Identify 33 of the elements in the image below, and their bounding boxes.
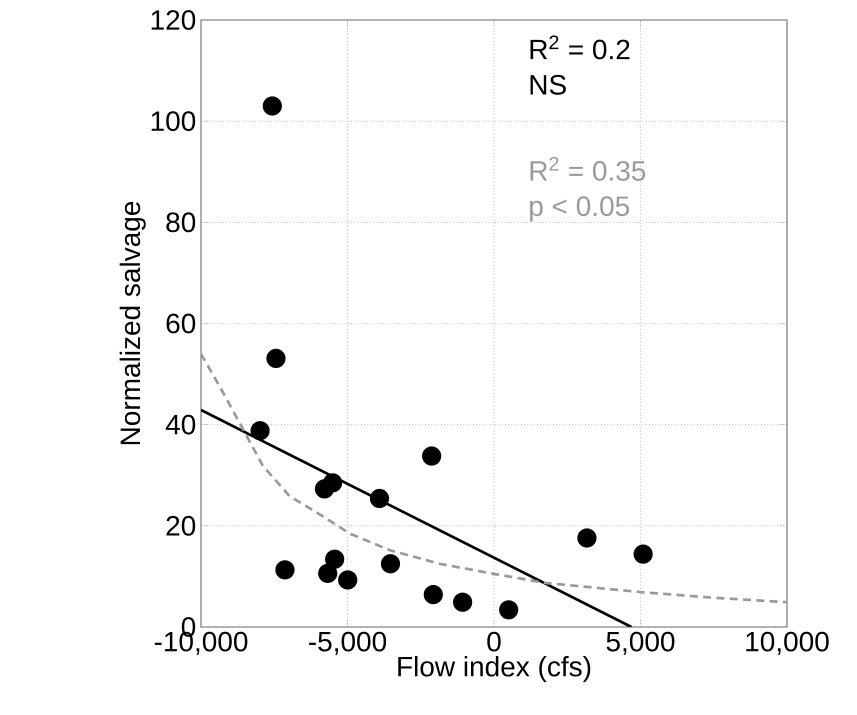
annotation: NS — [530, 74, 566, 95]
point — [266, 348, 286, 368]
y-tick-label: 20 — [166, 516, 196, 536]
point — [424, 585, 443, 604]
point — [325, 550, 344, 569]
line-series — [201, 352, 787, 604]
point — [380, 554, 400, 574]
annotation: R$^{2}$ = 0.35 — [530, 156, 646, 181]
point — [338, 570, 358, 590]
annotation: p < 0.05 — [530, 196, 630, 222]
point — [422, 446, 442, 466]
x-tick-label: -5,000 — [309, 632, 386, 655]
y-tick-label: 100 — [152, 111, 196, 132]
y-tick-label: 80 — [166, 212, 196, 232]
point — [314, 479, 334, 499]
x-tick-label: 5,000 — [606, 632, 674, 655]
x-tick-label: 10,000 — [746, 632, 829, 655]
x-tick-label: 0 — [487, 632, 501, 652]
point — [275, 560, 295, 580]
point — [250, 421, 270, 440]
x-axis-title: Flow index (cfs) — [398, 656, 590, 682]
point — [262, 96, 282, 116]
annotation: R$^{2}$ = 0.2 — [530, 35, 630, 60]
point — [499, 600, 518, 620]
point — [370, 488, 390, 508]
y-axis-title: Normalized salvage — [120, 202, 146, 444]
point — [577, 528, 597, 548]
point — [453, 592, 472, 612]
point — [318, 564, 338, 583]
y-tick-label: 40 — [166, 414, 196, 435]
point — [634, 544, 653, 564]
y-tick-label: 120 — [152, 10, 196, 30]
y-tick-label: 60 — [166, 314, 196, 334]
